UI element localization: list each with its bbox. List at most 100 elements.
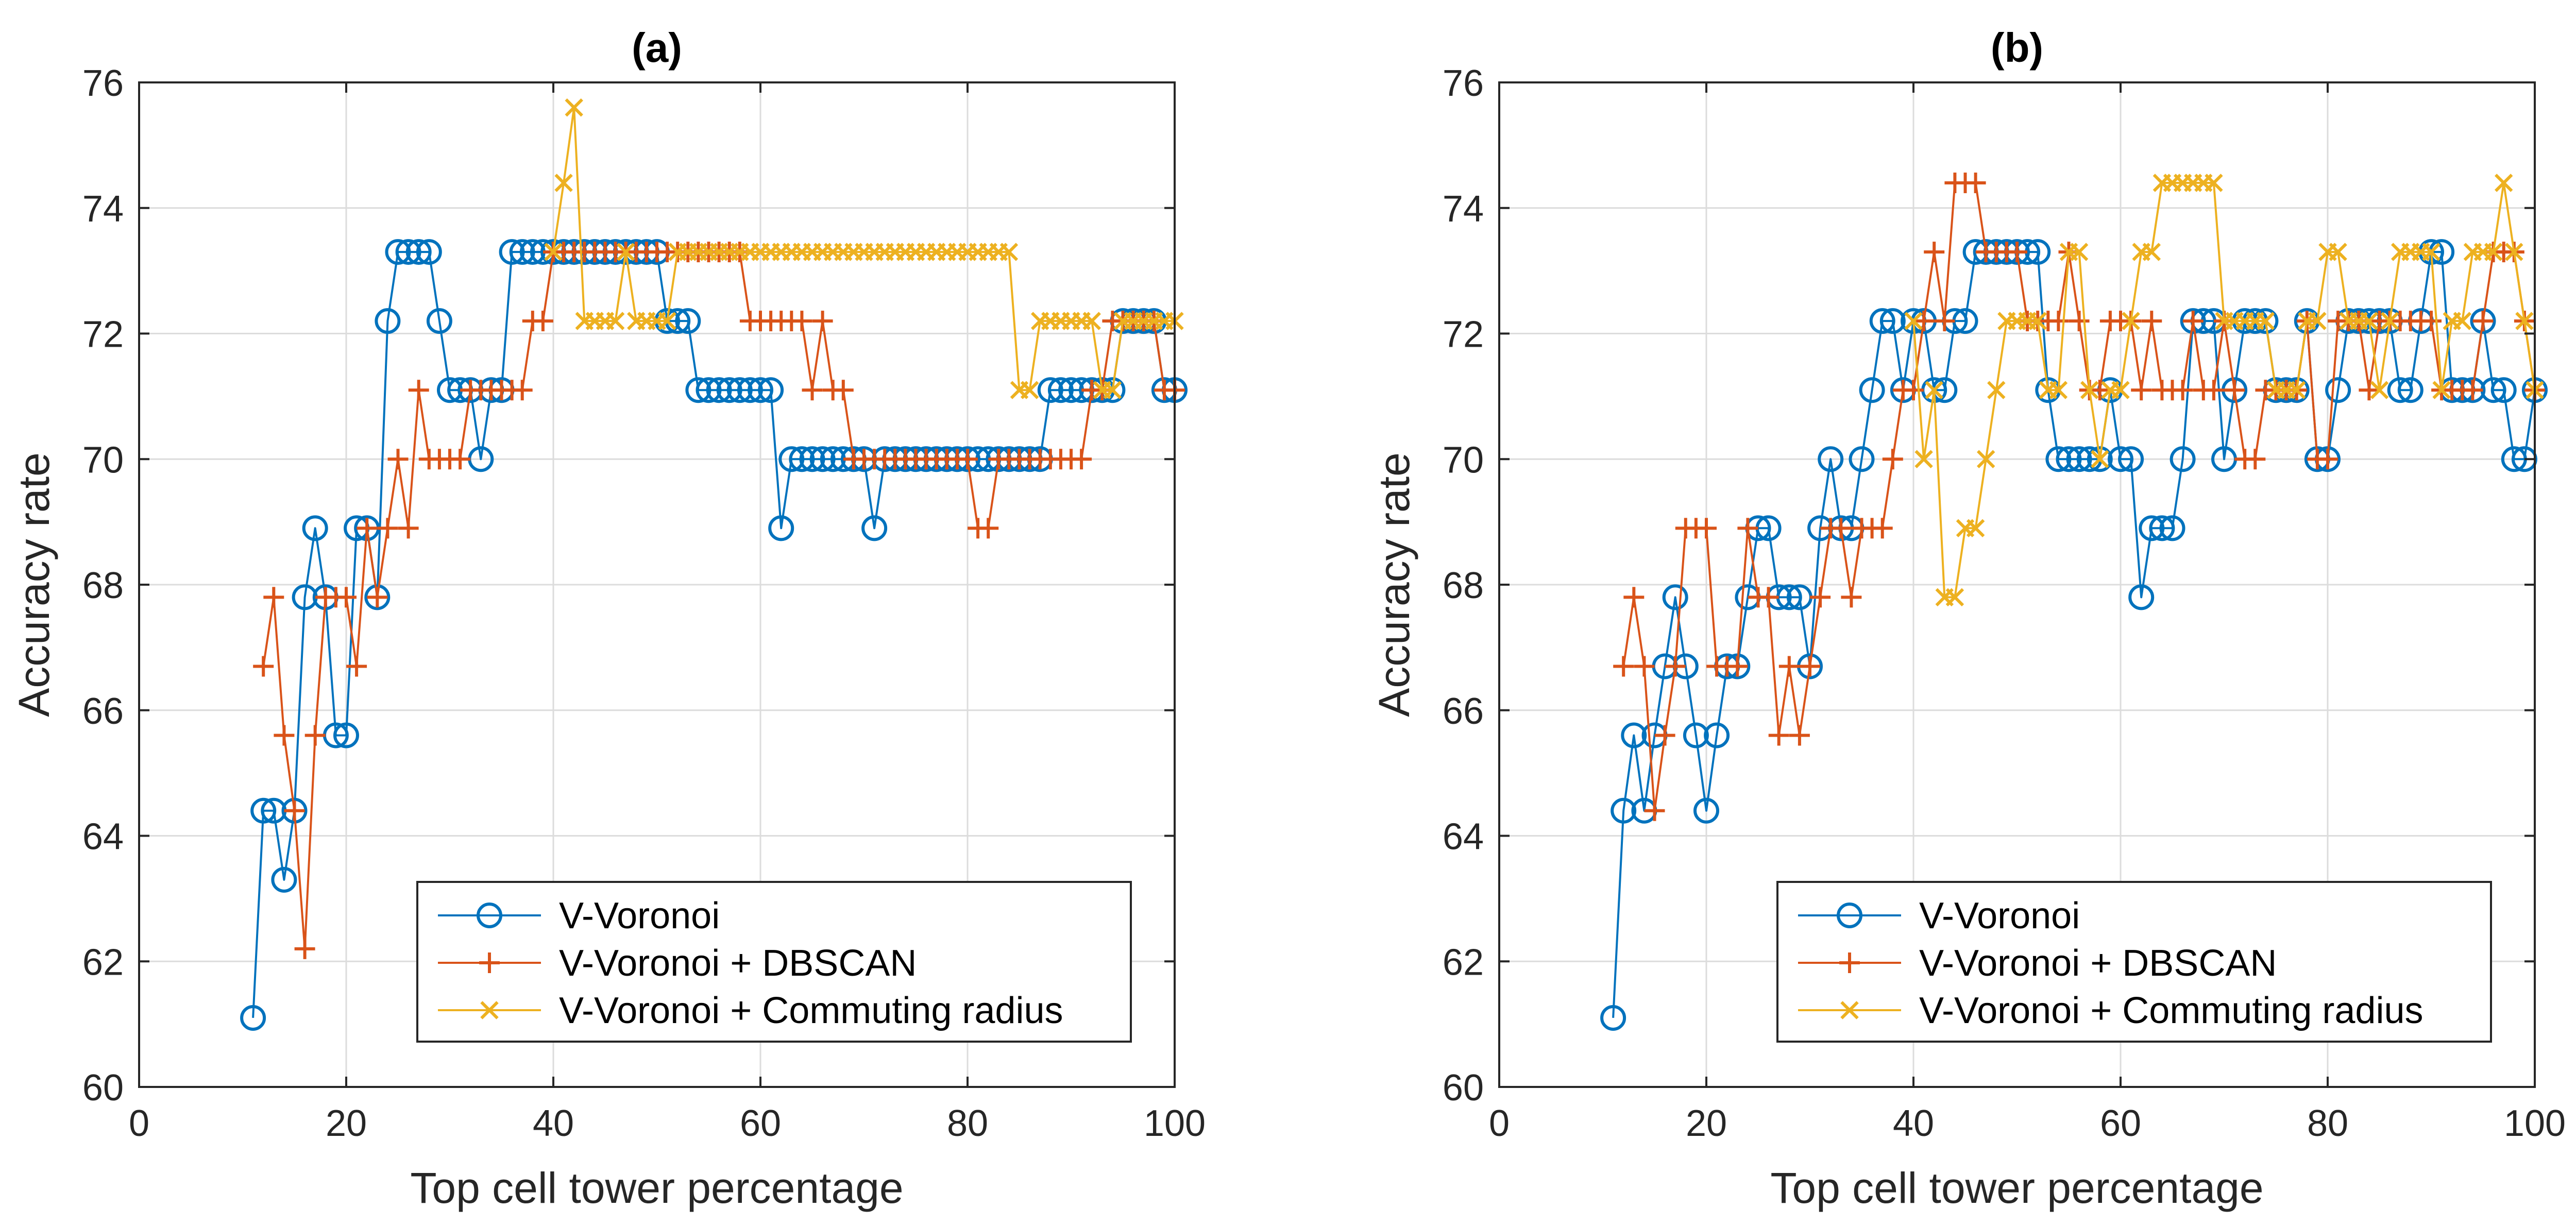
- data-point: [253, 656, 274, 677]
- x-tick-label: 60: [740, 1103, 781, 1144]
- data-point: [606, 312, 625, 330]
- y-tick-label: 60: [82, 1067, 124, 1109]
- data-point: [2091, 450, 2109, 468]
- data-point: [375, 308, 401, 334]
- data-point: [395, 239, 421, 265]
- data-point: [1082, 312, 1101, 330]
- legend-marker: [480, 1001, 499, 1019]
- x-tick-label: 40: [533, 1103, 574, 1144]
- data-point: [1879, 308, 1906, 334]
- legend-label: V-Voronoi + DBSCAN: [1919, 943, 2277, 984]
- y-axis-label: Accuracy rate: [1370, 452, 1418, 717]
- data-point: [2180, 308, 2206, 334]
- legend-marker: [1839, 952, 1860, 973]
- data-point: [263, 587, 284, 608]
- x-tick-label: 100: [1144, 1103, 1206, 1144]
- y-tick-label: 64: [82, 816, 124, 858]
- data-point: [2149, 515, 2175, 541]
- legend: V-Voronoi V-Voronoi + DBSCAN V-Voronoi + C…: [416, 881, 1132, 1043]
- data-point: [716, 377, 742, 403]
- data-point: [2056, 446, 2082, 472]
- data-point: [1903, 380, 1924, 401]
- data-point: [284, 800, 305, 821]
- data-point: [1778, 656, 1800, 677]
- data-point: [2045, 446, 2072, 472]
- x-tick-label: 20: [326, 1103, 367, 1144]
- data-point: [1037, 377, 1063, 403]
- x-tick-label: 100: [2504, 1103, 2566, 1144]
- data-point: [696, 377, 722, 403]
- data-point: [1859, 377, 1885, 403]
- data-point: [833, 380, 854, 401]
- data-point: [2472, 311, 2494, 332]
- data-point: [1976, 450, 1995, 468]
- legend-label: V-Voronoi + Commuting radius: [559, 990, 1063, 1031]
- legend-entry: V-Voronoi + DBSCAN: [438, 943, 917, 984]
- data-point: [1611, 797, 1637, 824]
- legend-marker: [477, 903, 502, 928]
- y-tick-label: 76: [1443, 63, 1484, 104]
- data-point: [758, 377, 784, 403]
- data-point: [2505, 243, 2523, 261]
- data-point: [957, 449, 978, 470]
- data-point: [1768, 725, 1789, 746]
- data-point: [1665, 656, 1686, 677]
- data-point: [1654, 725, 1675, 746]
- data-point: [2245, 449, 2266, 470]
- legend-label: V-Voronoi: [1919, 895, 2080, 937]
- data-point: [357, 518, 378, 539]
- data-point: [1047, 377, 1074, 403]
- data-point: [1831, 518, 1852, 539]
- data-point: [532, 311, 553, 332]
- data-point: [385, 239, 411, 265]
- data-point: [2087, 446, 2113, 472]
- legend-entry: V-Voronoi: [438, 895, 720, 937]
- data-point: [2108, 446, 2133, 472]
- y-tick-label: 66: [1443, 691, 1484, 732]
- data-point: [999, 243, 1019, 261]
- data-point: [616, 243, 635, 261]
- data-point: [2380, 312, 2399, 330]
- data-point: [405, 239, 432, 265]
- data-point: [377, 518, 398, 539]
- data-point: [1727, 656, 1748, 677]
- y-tick-label: 70: [82, 439, 124, 481]
- data-point: [2172, 380, 2193, 401]
- data-point: [861, 515, 888, 541]
- x-tick-label: 0: [1489, 1103, 1510, 1144]
- data-point: [2359, 380, 2380, 401]
- data-point: [812, 311, 833, 332]
- data-point: [450, 449, 471, 470]
- data-point: [1623, 587, 1645, 608]
- y-tick-label: 66: [82, 691, 124, 732]
- y-axis-label: Accuracy rate: [10, 452, 58, 717]
- data-point: [302, 515, 328, 541]
- data-point: [1071, 449, 1092, 470]
- data-point: [2131, 380, 2152, 401]
- data-point: [2462, 380, 2483, 401]
- data-point: [1621, 722, 1647, 748]
- data-point: [416, 239, 442, 265]
- x-tick-label: 20: [1686, 1103, 1727, 1144]
- data-point: [1945, 588, 1964, 607]
- data-point: [2141, 311, 2162, 332]
- data-point: [789, 446, 815, 472]
- data-point: [2256, 312, 2275, 330]
- series-x: [544, 98, 1184, 399]
- legend-marker: [479, 952, 500, 973]
- x-axis-label: Top cell tower percentage: [1770, 1164, 2263, 1212]
- series-x: [1904, 174, 2544, 607]
- data-point: [274, 725, 295, 746]
- data-point: [2122, 312, 2140, 330]
- y-tick-label: 74: [82, 189, 124, 230]
- data-point: [2490, 377, 2517, 403]
- data-point: [426, 308, 452, 334]
- data-point: [1693, 797, 1719, 824]
- data-point: [1644, 800, 1665, 821]
- data-point: [2069, 311, 2090, 332]
- x-axis-label: Top cell tower percentage: [410, 1164, 903, 1212]
- data-point: [1662, 584, 1688, 610]
- data-point: [1683, 722, 1709, 748]
